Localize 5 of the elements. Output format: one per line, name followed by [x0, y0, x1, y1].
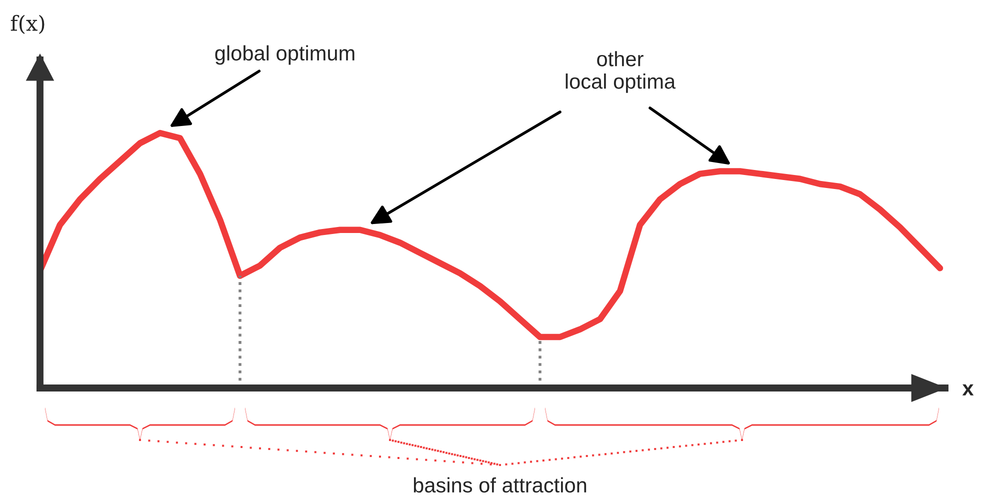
x-axis-title: x — [962, 384, 974, 396]
y-axis-title: f(x) — [10, 14, 44, 34]
text: global optimum — [215, 45, 354, 65]
text: basins of attraction — [414, 477, 586, 493]
text: other local optima — [566, 51, 676, 93]
